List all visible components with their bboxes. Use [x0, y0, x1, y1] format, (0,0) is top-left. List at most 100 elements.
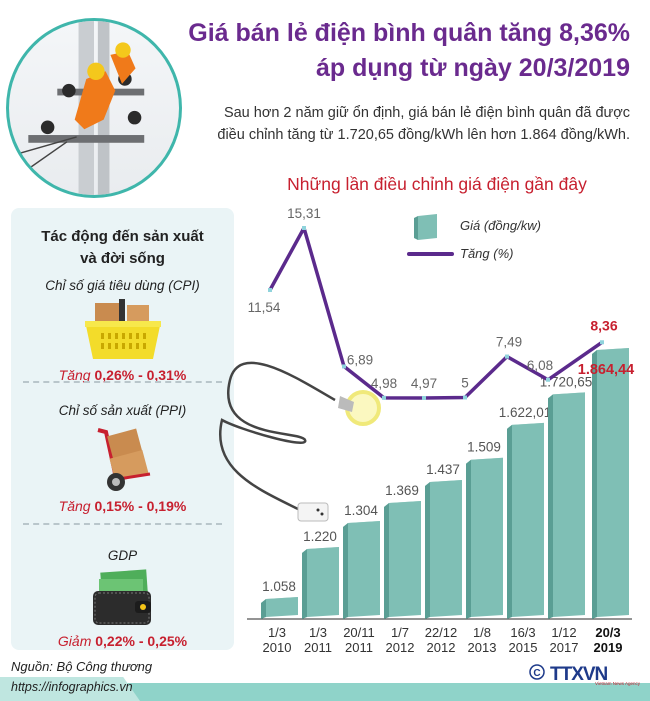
x-axis-label: 1/3: [309, 625, 327, 640]
legend-increase: Tăng (%): [460, 246, 513, 261]
legend-price: Giá (đồng/kw): [460, 218, 541, 233]
line-value-label: 7,49: [496, 335, 522, 350]
impact-item-gdp: GDP Giảm 0,22% - 0,25%: [11, 548, 234, 649]
bar-value-label: 1.304: [344, 503, 378, 518]
x-axis-label: 22/12: [425, 625, 458, 640]
title-line-2: áp dụng từ ngày 20/3/2019: [315, 54, 630, 82]
bar: [592, 348, 629, 619]
chart-legend: Giá (đồng/kw) Tăng (%): [407, 214, 541, 261]
bar-value-label: 1.220: [303, 529, 337, 544]
impact-value-cpi: Tăng 0,26% - 0,31%: [11, 367, 234, 383]
increase-line: [268, 226, 603, 400]
impact-range: 0,15% - 0,19%: [94, 498, 187, 514]
x-axis-label: 2011: [345, 640, 373, 655]
ttxvn-logo: C TTXVN Vietnam News Agency: [529, 664, 641, 686]
footer-url-link[interactable]: https://infographics.vn: [11, 680, 133, 694]
x-axis-label: 2013: [468, 640, 497, 655]
line-point: [382, 395, 386, 400]
impact-title: Tác động đến sản xuất và đời sống: [11, 226, 234, 270]
impact-label: GDP: [107, 548, 138, 563]
x-axis-label: 20/3: [595, 625, 620, 640]
x-axis-label: 20/11: [343, 625, 375, 640]
line-value-label: 6,08: [527, 358, 553, 373]
impact-range: 0,26% - 0,31%: [94, 367, 187, 383]
bar: [425, 479, 462, 619]
impact-title-line-2: và đời sống: [80, 250, 165, 267]
impact-range: 0,22% - 0,25%: [95, 633, 188, 649]
x-axis-label: 1/12: [551, 625, 576, 640]
logo-subtext: Vietnam News Agency: [595, 681, 641, 686]
x-axis-label: 1/8: [473, 625, 491, 640]
impact-panel: Tác động đến sản xuất và đời sống Chỉ số…: [11, 208, 234, 650]
impact-direction: Giảm: [57, 633, 92, 649]
copyright-icon: [529, 664, 545, 680]
shopping-basket-icon: [84, 299, 161, 359]
legend-bar-swatch: [414, 214, 437, 240]
bar-value-label: 1.720,65: [540, 374, 593, 389]
x-axis-label: 2017: [550, 640, 579, 655]
impact-label: Chỉ số giá tiêu dùng (CPI): [45, 278, 200, 293]
svg-text:C: C: [533, 668, 540, 679]
wallet-icon: [92, 569, 151, 625]
bar: [343, 521, 380, 619]
line-value-label: 11,54: [248, 300, 281, 315]
x-axis-label: 2012: [427, 640, 456, 655]
line-value-label: 15,31: [287, 206, 321, 221]
impact-value-gdp: Giảm 0,22% - 0,25%: [11, 633, 234, 649]
impact-title-line-1: Tác động đến sản xuất: [41, 228, 204, 245]
line-value-label: 5: [461, 376, 469, 391]
x-axis-label: 2012: [386, 640, 415, 655]
x-axis-label: 1/7: [391, 625, 409, 640]
line-point: [505, 354, 509, 359]
line-series: 11,54 15,31 6,89 4,98 4,97 5 7,49 6,08 8,36: [248, 206, 618, 400]
line-value-label: 8,36: [590, 317, 617, 333]
bar-value-label: 1.864,44: [578, 362, 634, 378]
bar-value-label: 1.622,01: [499, 405, 552, 420]
bar-value-label: 1.437: [426, 462, 460, 477]
utility-pole-illustration: [9, 21, 145, 195]
line-value-label: 4,98: [371, 376, 397, 391]
divider: [23, 523, 222, 525]
title-line-1: Giá bán lẻ điện bình quân tăng 8,36%: [188, 19, 630, 47]
impact-item-ppi: Chỉ số sản xuất (PPI) Tăng 0,15% - 0,19%: [11, 403, 234, 514]
bar-value-label: 1.058: [262, 579, 296, 594]
subtitle-line-1: Sau hơn 2 năm giữ ổn định, giá bán lẻ đi…: [223, 105, 630, 121]
impact-item-cpi: Chỉ số giá tiêu dùng (CPI) Tăng 0,26% - …: [11, 278, 234, 383]
x-axis-label: 2015: [509, 640, 538, 655]
light-bulb-cable-decoration: [219, 361, 381, 522]
x-axis-label: 2019: [594, 640, 623, 655]
footer-tab: [0, 677, 140, 701]
bar-series: 1.058 1.220 1.304 1.369 1.437 1.509 1.622,01 1.…: [261, 348, 634, 619]
logo-text: TTXVN: [550, 664, 608, 685]
x-axis-label: 2010: [263, 640, 292, 655]
bar: [507, 422, 544, 619]
subtitle-line-2: điều chỉnh tăng từ 1.720,65 đồng/kWh lên…: [217, 127, 630, 143]
bar-value-label: 1.369: [385, 483, 419, 498]
impact-direction: Tăng: [58, 367, 91, 383]
impact-direction: Tăng: [58, 498, 91, 514]
line-point: [302, 226, 306, 230]
hand-truck-icon: [97, 428, 150, 491]
x-axis-label: 1/3: [268, 625, 286, 640]
line-point: [268, 287, 272, 292]
bar: [548, 392, 585, 619]
bar: [466, 457, 503, 619]
line-point: [600, 340, 604, 345]
page-title: Giá bán lẻ điện bình quân tăng 8,36% áp …: [160, 16, 630, 86]
electric-workers-photo: [6, 18, 182, 198]
x-axis-labels: 1/320101/3201120/1120111/7201222/1220121…: [263, 625, 623, 655]
line-value-label: 4,97: [411, 376, 437, 391]
bar-value-label: 1.509: [467, 440, 501, 455]
chart-title: Những lần điều chỉnh giá điện gần đây: [287, 174, 587, 194]
footer-bar: [0, 683, 650, 701]
source-note: Nguồn: Bộ Công thương: [11, 659, 153, 674]
line-point: [342, 364, 346, 369]
bar: [384, 500, 421, 619]
line-point: [546, 377, 550, 382]
impact-label: Chỉ số sản xuất (PPI): [58, 403, 187, 418]
divider: [23, 381, 222, 383]
impact-value-ppi: Tăng 0,15% - 0,19%: [11, 498, 234, 514]
x-axis-label: 2011: [304, 640, 332, 655]
line-point: [422, 396, 426, 400]
x-axis-label: 16/3: [510, 625, 535, 640]
